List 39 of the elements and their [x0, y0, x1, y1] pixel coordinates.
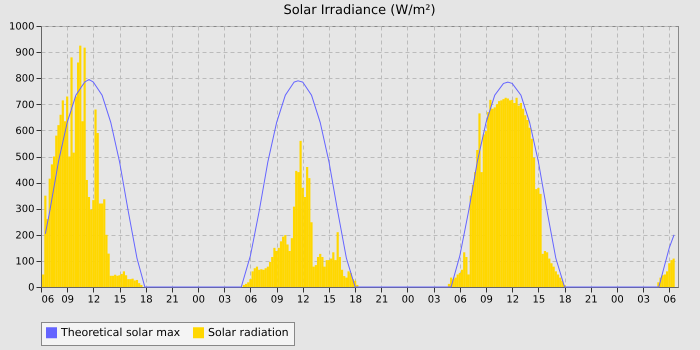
y-tick-label: 700	[15, 100, 34, 111]
x-tick-label: 21	[375, 294, 388, 306]
y-tick-label: 900	[15, 48, 34, 59]
x-tick-label: 18	[558, 294, 572, 306]
x-tick-label: 18	[140, 294, 153, 306]
chart-title: Solar Irradiance (W/m²)	[283, 3, 436, 18]
x-tick-label: 06	[42, 294, 54, 306]
x-tick-label: 15	[323, 294, 336, 306]
y-tick-label: 200	[15, 230, 34, 242]
x-tick-label: 06	[663, 294, 676, 306]
y-tick-label: 300	[15, 204, 34, 216]
x-tick-label: 03	[637, 294, 650, 306]
y-tick-label: 1000	[9, 22, 34, 32]
y-tick-label: 800	[15, 74, 34, 85]
x-tick-label: 06	[454, 294, 467, 306]
x-tick-label: 09	[61, 294, 74, 306]
y-tick-label: 0	[28, 282, 34, 294]
x-tick-label: 15	[114, 294, 126, 306]
x-tick-label: 06	[244, 294, 258, 306]
x-tick-label: 12	[506, 294, 520, 306]
x-tick-label: 21	[584, 294, 598, 306]
x-tick-label: 21	[166, 294, 179, 306]
y-tick-label: 500	[15, 152, 34, 163]
y-tick-label: 100	[15, 256, 34, 268]
x-tick-label: 03	[428, 294, 441, 306]
x-tick-label: 15	[532, 294, 546, 306]
y-tick-label: 600	[15, 126, 34, 137]
x-tick-label: 00	[611, 294, 624, 306]
x-tick-label: 03	[218, 294, 232, 306]
x-tick-label: 18	[349, 294, 362, 306]
x-tick-label: 00	[192, 294, 205, 306]
y-tick-label: 400	[15, 178, 34, 190]
x-tick-label: 00	[402, 294, 414, 306]
x-tick-label: 12	[87, 294, 100, 306]
legend-label: Theoretical solar max	[60, 326, 181, 339]
x-tick-label: 09	[270, 294, 284, 306]
legend-label: Solar radiation	[208, 326, 289, 339]
x-tick-label: 09	[480, 294, 493, 306]
x-tick-label: 12	[296, 294, 310, 306]
